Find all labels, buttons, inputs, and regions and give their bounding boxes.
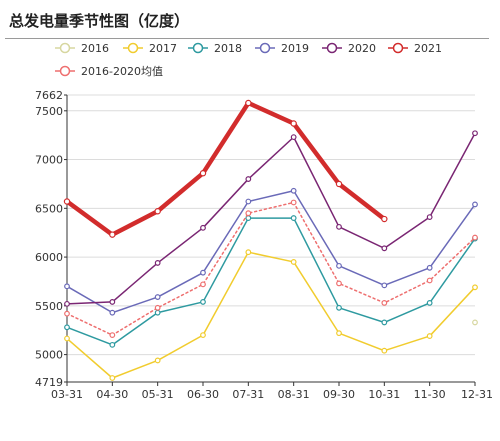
data-point (109, 341, 116, 348)
y-tick-label: 7000 (35, 154, 63, 167)
data-point (381, 245, 388, 252)
data-point (381, 347, 388, 354)
data-point (109, 309, 116, 316)
data-point (200, 332, 206, 338)
y-tick-label: 7500 (35, 105, 63, 118)
series-line (66, 201, 476, 336)
data-point (245, 99, 252, 107)
series-line (66, 132, 476, 305)
legend-swatch-marker (392, 42, 404, 54)
data-point (154, 208, 161, 215)
legend-swatch-marker (192, 42, 204, 54)
x-tick-label: 11-30 (414, 388, 446, 401)
data-point (426, 333, 433, 339)
data-point (426, 264, 433, 271)
series-line (66, 190, 476, 314)
data-point (381, 282, 388, 289)
data-point (335, 180, 343, 188)
data-point (245, 210, 252, 217)
data-point (381, 319, 388, 326)
data-point (290, 134, 297, 141)
y-tick-label: 5500 (35, 300, 63, 313)
legend-label: 2017 (149, 42, 177, 55)
data-point (381, 300, 388, 306)
legend-swatch-marker (127, 42, 139, 54)
data-point (200, 224, 206, 231)
data-point (109, 231, 116, 238)
data-point (63, 198, 71, 205)
x-tick-label: 08-31 (278, 388, 310, 401)
data-point (154, 294, 161, 300)
y-tick-label: 4719 (35, 376, 63, 389)
data-point (472, 284, 478, 291)
data-point (336, 280, 342, 287)
legend-swatch-marker (259, 42, 271, 54)
data-point (336, 330, 342, 337)
x-tick-label: 12-31 (461, 388, 493, 401)
legend-label: 2020 (348, 42, 376, 55)
y-tick-label: 5000 (35, 349, 63, 362)
data-point (336, 304, 342, 311)
data-point (64, 300, 70, 307)
data-point (64, 310, 70, 317)
x-tick-label: 06-30 (187, 388, 219, 401)
series-line (66, 251, 476, 379)
legend-label: 2018 (214, 42, 242, 55)
x-tick-label: 07-31 (232, 388, 264, 401)
x-tick-label: 05-31 (142, 388, 174, 401)
data-point (336, 262, 342, 269)
data-point (64, 283, 70, 290)
data-point (154, 309, 161, 316)
data-point (472, 234, 478, 241)
legend-label: 2019 (281, 42, 309, 55)
data-point (64, 324, 70, 331)
y-tick-label: 7662 (35, 89, 63, 102)
legend-label: 2021 (414, 42, 442, 55)
data-point (336, 223, 342, 230)
data-point (200, 299, 206, 305)
legend-label: 2016 (81, 42, 109, 55)
data-point (245, 176, 252, 182)
data-point (64, 335, 70, 342)
x-tick-label: 10-31 (368, 388, 400, 401)
data-point (290, 215, 297, 221)
data-point (199, 170, 207, 177)
x-tick-label: 03-31 (51, 388, 83, 401)
data-point (109, 299, 116, 305)
data-point (290, 199, 297, 206)
data-point (290, 120, 297, 127)
legend-swatch-marker (59, 42, 71, 54)
data-point (426, 214, 433, 220)
legend-swatch-marker (59, 65, 71, 77)
y-tick-label: 6500 (35, 202, 63, 215)
legend-label: 2016-2020均值 (81, 65, 163, 78)
data-point (426, 300, 433, 306)
data-point (154, 304, 161, 311)
data-point (154, 357, 161, 364)
data-point (109, 332, 116, 338)
data-point (245, 249, 252, 256)
x-tick-label: 09-30 (323, 388, 355, 401)
data-point (290, 259, 297, 265)
data-point (472, 130, 478, 137)
data-point (472, 201, 478, 208)
legend-swatch-marker (326, 42, 338, 54)
data-point (200, 269, 206, 276)
chart-title: 总发电量季节性图（亿度） (9, 12, 190, 30)
data-point (472, 319, 478, 326)
data-point (290, 187, 297, 194)
data-point (245, 198, 252, 205)
series-line (64, 100, 387, 237)
data-point (154, 260, 161, 266)
data-point (426, 277, 433, 284)
chart-header: 总发电量季节性图（亿度） (0, 0, 500, 40)
title-divider (5, 38, 489, 39)
y-tick-label: 6000 (35, 251, 63, 264)
series-line (66, 217, 476, 346)
data-point (200, 281, 206, 288)
data-point (109, 375, 116, 381)
data-point (381, 215, 388, 223)
x-tick-label: 04-30 (96, 388, 128, 401)
